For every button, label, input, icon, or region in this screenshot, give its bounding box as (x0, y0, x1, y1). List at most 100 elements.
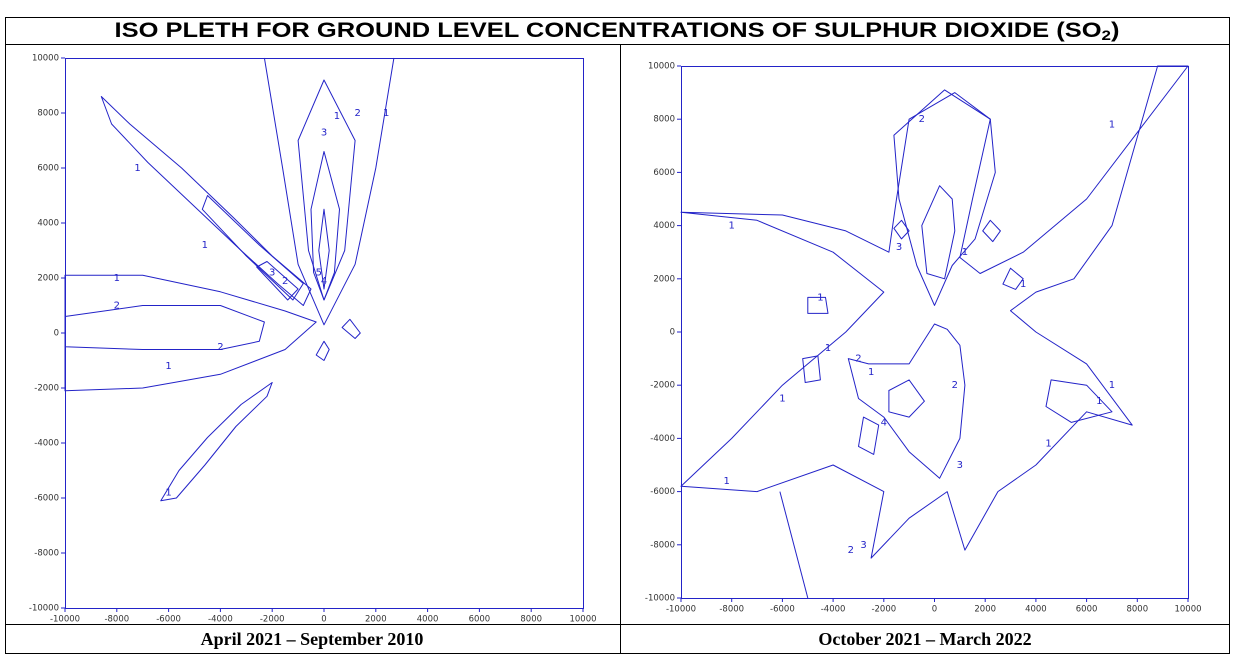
contour-line (1045, 379, 1113, 423)
contour-label: 3 (957, 460, 963, 471)
contour-label: 2 (855, 354, 861, 365)
y-tick-label: 10000 (32, 54, 59, 64)
contour-label: 1 (825, 343, 831, 354)
y-tick-label: -4000 (34, 439, 59, 449)
contour-label: 2 (848, 545, 854, 556)
contour-line (318, 208, 330, 290)
plot-frame (681, 66, 1189, 599)
contour-label: 1 (779, 394, 785, 405)
contour-label: 1 (1045, 439, 1051, 450)
y-tick-label: -10000 (645, 594, 675, 604)
y-tick-label: 2000 (653, 274, 675, 284)
table-border (5, 17, 1230, 654)
contour-label: 3 (269, 268, 275, 279)
contour-line (802, 355, 821, 383)
y-tick-label: -6000 (650, 487, 675, 497)
y-tick-label: 8000 (653, 115, 675, 125)
x-tick-label: -10000 (50, 615, 80, 625)
contour-label: 1 (1109, 380, 1115, 391)
contour-line (847, 323, 966, 479)
contour-line (858, 416, 880, 455)
contour-label: 1 (1020, 279, 1026, 290)
contour-label: 2 (354, 108, 360, 119)
x-tick-label: 2000 (365, 615, 387, 625)
contour-label: 1 (1109, 120, 1115, 131)
contour-label: 1 (383, 108, 389, 119)
x-tick-label: -10000 (666, 605, 696, 615)
x-tick-label: 2000 (974, 605, 996, 615)
contour-label: 2 (919, 114, 925, 125)
title-subscript: 2 (1102, 27, 1112, 43)
x-tick-label: -2000 (260, 615, 285, 625)
x-tick-label: -2000 (871, 605, 896, 615)
contour-label: 4 (881, 417, 887, 428)
x-tick-label: -4000 (208, 615, 233, 625)
y-tick-label: -8000 (34, 549, 59, 559)
contour-line (779, 491, 809, 599)
contour-line (341, 318, 361, 339)
contour-label: 1 (962, 247, 968, 258)
caption: October 2021 – March 2022 (818, 629, 1031, 649)
title: ISO PLETH FOR GROUND LEVEL CONCENTRATION… (115, 19, 1120, 43)
title-end: ) (1111, 19, 1119, 42)
contour-line (921, 185, 956, 280)
contour-line (310, 151, 340, 301)
contour-label: 2 (114, 301, 120, 312)
y-tick-label: 0 (54, 329, 59, 339)
contour-line (893, 219, 910, 240)
y-tick-label: 6000 (653, 168, 675, 178)
y-tick-label: 4000 (37, 219, 59, 229)
contour-label: 1 (134, 163, 140, 174)
contour-label: 4 (321, 276, 327, 287)
plot-frame (65, 58, 584, 609)
contour-line (263, 57, 395, 326)
contour-line (1002, 267, 1024, 290)
contour-label: 1 (1096, 396, 1102, 407)
contour-label: 1 (868, 367, 874, 378)
y-tick-label: -6000 (34, 494, 59, 504)
x-tick-label: 8000 (520, 615, 542, 625)
x-tick-label: 6000 (469, 615, 491, 625)
y-tick-label: 4000 (653, 221, 675, 231)
x-tick-label: 8000 (1126, 605, 1148, 615)
contour-line (160, 382, 273, 502)
x-tick-label: 4000 (1025, 605, 1047, 615)
contour-label: 2 (952, 380, 958, 391)
contour-label: 2 (282, 276, 288, 287)
x-tick-label: 0 (321, 615, 326, 625)
contour-line (893, 89, 996, 306)
contour-label: 1 (114, 273, 120, 284)
title-main: ISO PLETH FOR GROUND LEVEL CONCENTRATION… (115, 19, 1102, 42)
contour-line (64, 305, 265, 350)
y-tick-label: 6000 (37, 164, 59, 174)
x-tick-label: -8000 (104, 615, 129, 625)
x-tick-label: 6000 (1076, 605, 1098, 615)
contour-label: 3 (321, 127, 327, 138)
y-tick-label: -10000 (29, 604, 59, 614)
x-tick-label: -6000 (770, 605, 795, 615)
contour-label: 1 (817, 292, 823, 303)
x-tick-label: -8000 (719, 605, 744, 615)
y-tick-label: 0 (670, 328, 675, 338)
contour-label: 1 (165, 488, 171, 499)
contour-line (315, 340, 330, 361)
contour-line (256, 261, 299, 301)
contour-label: 1 (334, 111, 340, 122)
x-tick-label: 0 (932, 605, 937, 615)
contour-line (201, 195, 304, 301)
contour-label: 1 (723, 476, 729, 487)
contour-line (64, 274, 317, 392)
contour-label: 1 (202, 240, 208, 251)
y-tick-label: -8000 (650, 540, 675, 550)
x-tick-label: 10000 (1174, 605, 1201, 615)
contour-label: 3 (896, 242, 902, 253)
x-tick-label: 4000 (417, 615, 439, 625)
x-tick-label: -6000 (156, 615, 181, 625)
y-tick-label: 2000 (37, 274, 59, 284)
contour-line (982, 219, 1001, 243)
caption: April 2021 – September 2010 (201, 629, 424, 649)
contour-line (100, 96, 312, 306)
contour-label: 3 (860, 540, 866, 551)
contour-label: 1 (729, 221, 735, 232)
